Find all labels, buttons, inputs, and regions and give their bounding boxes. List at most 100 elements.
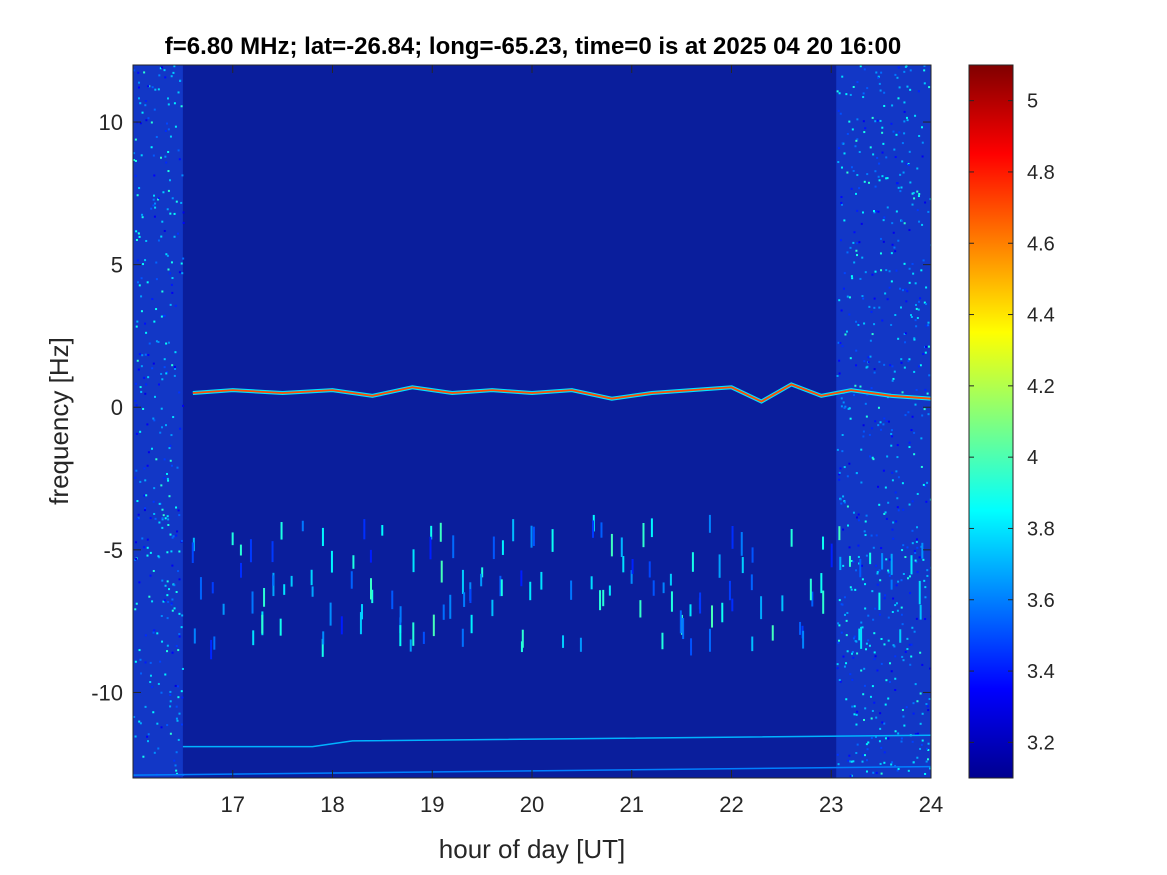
noise-speck — [855, 569, 858, 572]
noise-speck — [864, 402, 867, 405]
noise-speck — [874, 270, 877, 273]
noise-speck — [852, 656, 855, 659]
noise-speck — [890, 323, 893, 326]
noise-speck — [160, 484, 163, 487]
noise-speck — [860, 669, 863, 672]
noise-speck — [836, 663, 839, 666]
noise-speck — [176, 232, 179, 235]
noise-speck — [838, 599, 841, 602]
noise-speck — [157, 88, 160, 91]
noise-speck — [178, 158, 181, 161]
noise-speck — [890, 763, 893, 766]
noise-speck — [848, 296, 851, 299]
noise-speck — [167, 523, 170, 526]
noise-speck — [167, 518, 170, 521]
noise-speck — [848, 313, 851, 316]
noise-speck — [902, 715, 905, 718]
noise-speck — [893, 645, 896, 648]
noise-speck — [139, 658, 142, 661]
noise-speck — [856, 743, 859, 746]
noise-speck — [909, 88, 912, 91]
noise-speck — [151, 685, 154, 688]
noise-speck — [851, 705, 854, 708]
noise-speck — [909, 69, 912, 72]
noise-speck — [837, 639, 840, 642]
colorbar-tick-label: 3.8 — [1027, 518, 1055, 540]
noise-speck — [846, 505, 849, 508]
noise-speck — [885, 517, 888, 520]
noise-speck — [876, 156, 879, 159]
noise-speck — [882, 469, 885, 472]
noise-speck — [170, 602, 173, 605]
noise-speck — [149, 551, 152, 554]
noise-speck — [869, 146, 872, 149]
noise-speck — [878, 569, 881, 572]
noise-speck — [169, 135, 172, 138]
noise-speck — [159, 660, 162, 663]
noise-speck — [138, 187, 141, 190]
noise-speck — [865, 366, 868, 369]
noise-speck — [850, 774, 853, 777]
noise-speck — [161, 579, 164, 582]
noise-speck — [171, 651, 174, 654]
noise-speck — [849, 93, 852, 96]
noise-speck — [153, 320, 156, 323]
noise-speck — [146, 538, 149, 541]
noise-speck — [896, 497, 899, 500]
noise-speck — [134, 399, 137, 402]
noise-speck — [913, 453, 916, 456]
noise-speck — [913, 338, 916, 341]
noise-speck — [922, 558, 925, 561]
noise-speck — [149, 517, 152, 520]
noise-speck — [853, 394, 856, 397]
noise-speck — [174, 367, 177, 370]
noise-speck — [144, 353, 147, 356]
noise-speck — [911, 500, 914, 503]
noise-speck — [903, 70, 906, 73]
noise-speck — [140, 365, 143, 368]
noise-speck — [176, 466, 179, 469]
noise-speck — [160, 726, 163, 729]
noise-speck — [919, 722, 922, 725]
noise-speck — [866, 87, 869, 90]
noise-speck — [883, 104, 886, 107]
noise-speck — [858, 241, 861, 244]
noisy-region-0 — [133, 65, 183, 778]
noise-speck — [848, 120, 851, 123]
noise-speck — [136, 259, 139, 262]
noise-speck — [167, 103, 170, 106]
noise-speck — [139, 122, 142, 125]
noise-speck — [874, 735, 877, 738]
noise-speck — [926, 569, 929, 572]
noise-speck — [896, 456, 899, 459]
noise-speck — [875, 534, 878, 537]
noise-speck — [151, 600, 154, 603]
noise-speck — [868, 644, 871, 647]
noise-speck — [133, 715, 136, 718]
noise-speck — [864, 583, 867, 586]
noise-speck — [162, 314, 165, 317]
noise-speck — [167, 600, 170, 603]
noise-speck — [135, 557, 138, 560]
noise-speck — [848, 407, 851, 410]
noise-speck — [167, 97, 170, 100]
noise-speck — [135, 469, 138, 472]
noise-speck — [921, 712, 924, 715]
noise-speck — [837, 341, 840, 344]
noise-speck — [867, 361, 870, 364]
noise-speck — [840, 397, 843, 400]
noise-speck — [890, 429, 893, 432]
noise-speck — [921, 663, 924, 666]
noise-speck — [881, 131, 884, 134]
y-tick-label: -5 — [103, 538, 123, 563]
noise-speck — [923, 301, 926, 304]
noise-speck — [149, 674, 152, 677]
colorbar-tick-label: 4 — [1027, 447, 1038, 469]
noise-speck — [886, 206, 889, 209]
noise-speck — [840, 502, 843, 505]
noise-speck — [154, 517, 157, 520]
noise-speck — [847, 407, 850, 410]
noise-speck — [160, 372, 163, 375]
noise-speck — [146, 554, 149, 557]
noise-speck — [174, 764, 177, 767]
